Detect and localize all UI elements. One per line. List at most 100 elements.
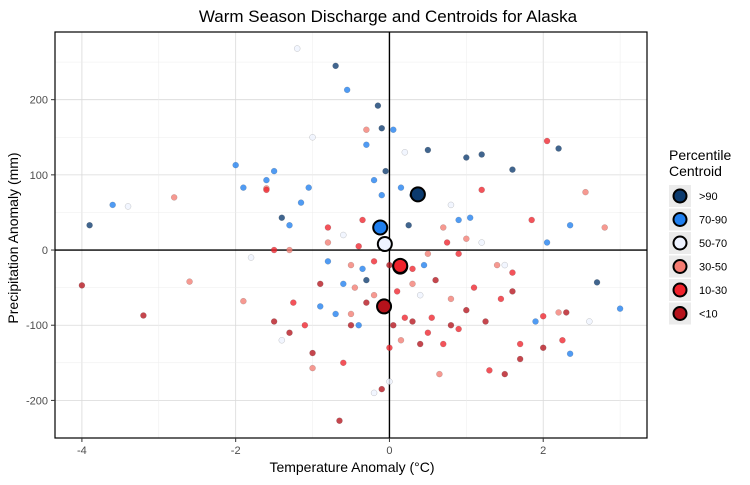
data-point [443, 239, 451, 246]
data-point [186, 278, 193, 285]
legend-key [672, 259, 688, 274]
data-point [309, 364, 316, 372]
centroid-markers [372, 186, 426, 315]
data-point [363, 141, 370, 148]
data-point [493, 261, 501, 269]
data-point [424, 146, 432, 154]
data-point [540, 344, 547, 351]
data-point [424, 250, 432, 257]
legend-label: 30-50 [699, 262, 727, 274]
data-point [566, 350, 574, 357]
centroid-marker [409, 186, 426, 203]
x-axis-title: Temperature Anomaly (°C) [269, 459, 434, 475]
data-point [559, 337, 566, 344]
data-point [109, 201, 116, 209]
data-point [409, 318, 416, 325]
data-point [455, 250, 462, 257]
legend-key [672, 212, 688, 227]
data-point [440, 340, 447, 348]
data-point [447, 322, 455, 329]
data-point [278, 337, 286, 344]
data-point [601, 224, 608, 231]
data-point [270, 167, 278, 175]
data-point [466, 214, 474, 221]
centroid-marker [376, 298, 393, 315]
data-point [370, 258, 378, 265]
legend-key [672, 188, 688, 204]
data-point [278, 214, 286, 221]
data-point [528, 216, 535, 224]
data-point [516, 355, 524, 363]
data-point [286, 329, 293, 336]
data-point [301, 322, 309, 329]
data-point [409, 280, 416, 288]
data-point [378, 191, 385, 199]
data-point [470, 284, 478, 291]
legend-key [672, 306, 688, 321]
data-point [497, 295, 505, 303]
data-point [420, 261, 428, 269]
data-point [397, 184, 405, 191]
y-tick-label: 0 [42, 245, 48, 257]
data-point [486, 367, 493, 374]
data-point [393, 288, 401, 295]
data-point [463, 154, 470, 161]
data-point [293, 45, 301, 52]
data-point [501, 370, 508, 378]
data-point [305, 184, 312, 191]
x-tick-label: -2 [231, 445, 241, 457]
data-point [340, 231, 347, 239]
plot-area [54, 31, 648, 439]
data-point [447, 201, 455, 209]
data-point [416, 291, 424, 299]
data-point [555, 309, 562, 316]
data-point [336, 417, 343, 424]
y-axis-ticks: -200 -100 0 100 200 [26, 95, 55, 407]
data-points [78, 45, 624, 424]
data-point [290, 299, 297, 306]
data-point [347, 261, 355, 269]
data-point [355, 243, 362, 250]
data-point [363, 276, 370, 284]
data-point [355, 322, 362, 329]
data-point [247, 254, 255, 261]
data-point [359, 265, 366, 273]
data-point [436, 370, 443, 378]
legend-key [672, 282, 688, 298]
data-point [370, 291, 378, 299]
data-point [509, 269, 516, 276]
data-point [532, 318, 539, 325]
data-point [240, 184, 247, 191]
data-point [317, 280, 324, 288]
data-point [386, 344, 393, 351]
data-point [374, 102, 382, 109]
data-point [482, 318, 489, 325]
data-point [170, 194, 178, 201]
data-point [455, 325, 462, 333]
data-point [409, 265, 416, 273]
data-point [416, 340, 424, 348]
data-point [543, 239, 551, 246]
data-point [351, 284, 359, 291]
data-point [363, 126, 370, 133]
data-point [447, 295, 455, 303]
data-point [478, 186, 485, 194]
data-point [440, 224, 447, 231]
plot-panel [55, 32, 647, 438]
legend-title-line1: Percentile [669, 147, 731, 163]
legend-key [672, 235, 688, 251]
legend-label: >90 [699, 191, 718, 203]
data-point [563, 309, 570, 316]
data-point [263, 186, 270, 194]
data-point [370, 389, 378, 397]
centroid-marker [372, 219, 389, 236]
data-point [340, 280, 347, 288]
data-point [386, 378, 393, 385]
y-tick-label: 100 [30, 170, 48, 182]
data-point [478, 239, 485, 246]
data-point [347, 322, 355, 329]
legend-label: 50-70 [699, 238, 727, 250]
legend-items: >90 70-90 50-70 30-50 10-30 <10 [669, 185, 727, 325]
data-point [317, 303, 324, 310]
data-point [270, 318, 278, 325]
